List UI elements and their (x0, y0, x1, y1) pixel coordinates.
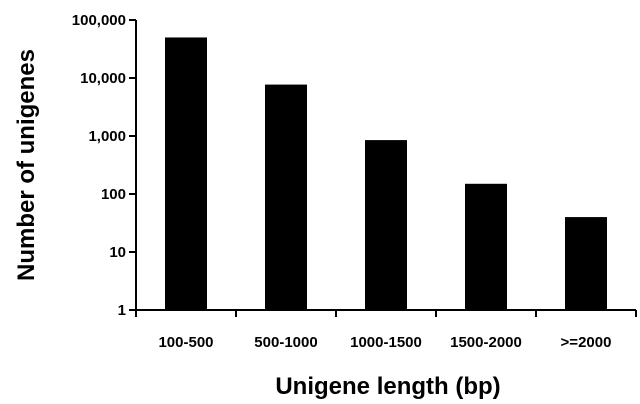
y-tick-label: 100,000 (72, 12, 126, 29)
y-tick-label: 1 (118, 302, 126, 319)
bar (465, 183, 507, 310)
y-tick-label: 1,000 (88, 128, 126, 145)
bar (565, 217, 607, 310)
bar (165, 37, 207, 310)
y-axis (129, 19, 137, 311)
x-tick-label: 1500-2000 (450, 334, 522, 351)
x-tick-label: >=2000 (561, 334, 612, 351)
y-tick-labels: 1 10 100 1,000 10,000 100,000 (72, 12, 126, 319)
y-tick-label: 100 (101, 186, 126, 203)
x-tick-label: 500-1000 (254, 334, 317, 351)
y-tick-label: 10 (109, 244, 126, 261)
y-tick-label: 10,000 (80, 70, 126, 87)
x-tick-labels: 100-500 500-1000 1000-1500 1500-2000 >=2000 (158, 334, 611, 351)
x-axis-title: Unigene length (bp) (275, 373, 500, 400)
x-tick-label: 100-500 (158, 334, 213, 351)
bar (365, 140, 407, 310)
bars (165, 37, 607, 311)
x-tick-label: 1000-1500 (350, 334, 422, 351)
bar (265, 84, 307, 311)
x-axis (135, 309, 637, 317)
y-axis-title: Number of unigenes (13, 49, 40, 281)
